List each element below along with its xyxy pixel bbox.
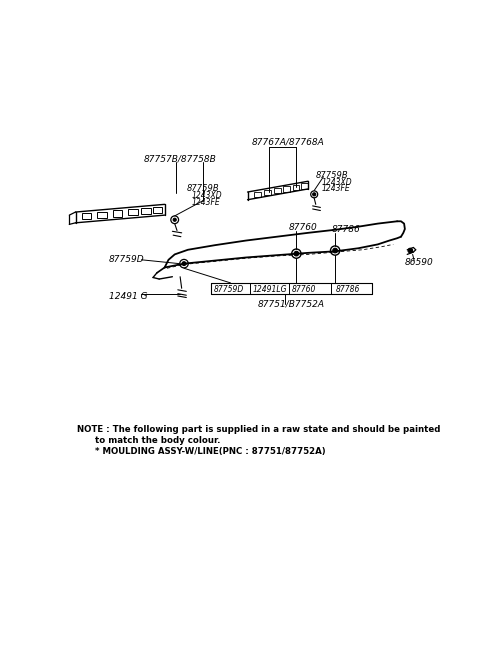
Text: 87767A/87768A: 87767A/87768A (252, 137, 325, 147)
Bar (142, 208, 151, 214)
Text: 12491LG: 12491LG (253, 284, 288, 294)
Bar (292, 185, 300, 190)
Text: 87759D: 87759D (214, 284, 244, 294)
Circle shape (312, 193, 316, 196)
Bar (82, 213, 91, 219)
Circle shape (333, 248, 337, 253)
Text: 87759B: 87759B (186, 185, 219, 193)
Text: * MOULDING ASSY-W/LINE(PNC : 87751/87752A): * MOULDING ASSY-W/LINE(PNC : 87751/87752… (77, 447, 325, 456)
Bar (128, 209, 137, 215)
Text: NOTE : The following part is supplied in a raw state and should be painted: NOTE : The following part is supplied in… (77, 425, 441, 434)
Text: 87757B/87758B: 87757B/87758B (144, 154, 216, 164)
Circle shape (294, 252, 299, 256)
Text: 1243XD: 1243XD (192, 191, 222, 200)
Circle shape (408, 248, 413, 253)
Bar (254, 192, 261, 197)
Bar (264, 190, 271, 195)
Text: to match the body colour.: to match the body colour. (77, 436, 220, 445)
Bar (274, 188, 281, 194)
Text: 87760: 87760 (288, 223, 317, 232)
Text: 1243FE: 1243FE (192, 198, 220, 206)
Bar (113, 210, 122, 217)
Bar (153, 207, 162, 213)
Text: 87759B: 87759B (316, 171, 348, 179)
Text: 87751/B7752A: 87751/B7752A (258, 299, 324, 308)
Bar (97, 212, 107, 218)
Text: 87759D: 87759D (109, 256, 144, 264)
Circle shape (182, 261, 186, 265)
Text: 12491 G: 12491 G (109, 292, 147, 302)
Text: 86590: 86590 (405, 258, 433, 267)
Text: 87760: 87760 (292, 284, 316, 294)
Text: 87786: 87786 (331, 225, 360, 235)
Text: 87786: 87786 (336, 284, 360, 294)
Text: 1243FE: 1243FE (321, 185, 350, 193)
Bar (283, 187, 290, 192)
Bar (301, 183, 308, 189)
Text: 1243XD: 1243XD (321, 178, 352, 187)
Circle shape (173, 218, 176, 221)
